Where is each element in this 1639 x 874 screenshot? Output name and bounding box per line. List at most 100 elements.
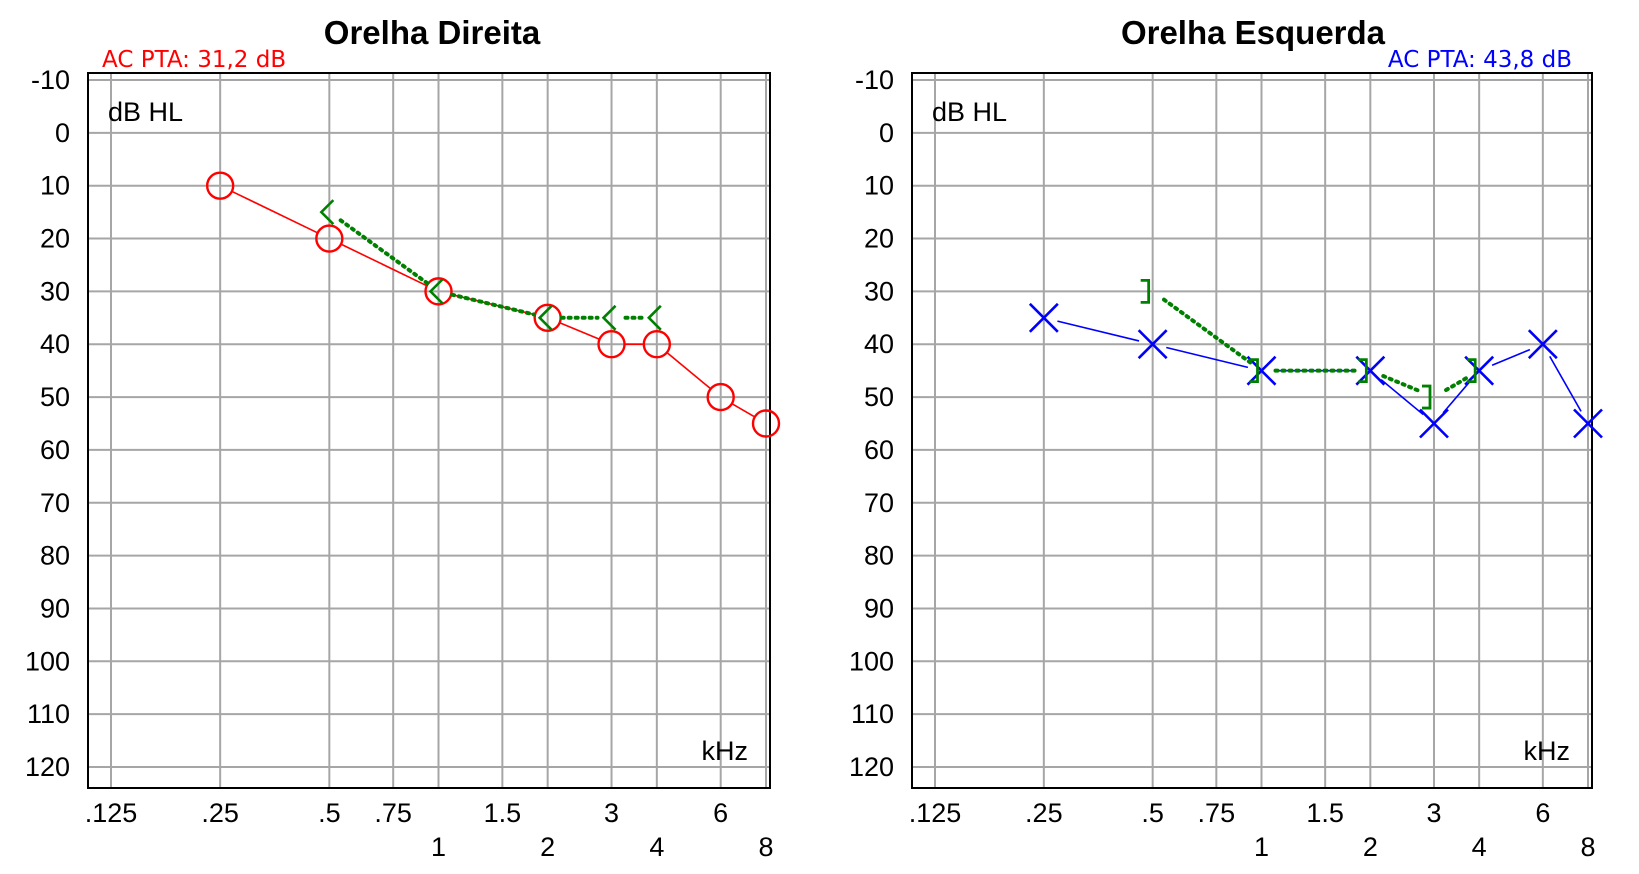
data-point-cross (1137, 329, 1168, 360)
pta-annotation: AC PTA: 31,2 dB (102, 47, 286, 73)
data-point-bone-right (1422, 384, 1432, 410)
y-tick-label: 110 (851, 699, 894, 729)
left-ear-chart: Orelha Esquerda AC PTA: 43,8 dB dB HL kH… (849, 14, 1603, 862)
y-tick-label: 70 (864, 488, 894, 518)
air-conduction-series (205, 171, 781, 438)
bone-conduction-series (319, 199, 662, 331)
y-tick-label: 50 (40, 382, 70, 412)
x-tick-label: 2 (1363, 832, 1378, 862)
x-tick-label: 1.5 (1306, 798, 1344, 828)
series-segment (1444, 375, 1470, 393)
grid (87, 72, 771, 789)
data-point-cross (1419, 408, 1449, 439)
y-tick-label: 0 (55, 118, 70, 148)
chart-title: Orelha Esquerda (1121, 14, 1386, 51)
data-point-cross (1464, 355, 1495, 386)
data-point-bone-right (1249, 358, 1259, 384)
data-point-bone-left (428, 278, 444, 305)
x-tick-label: .25 (201, 798, 239, 828)
y-tick-label: 60 (864, 435, 894, 465)
y-tick-label: 30 (864, 276, 894, 306)
series-segment (732, 403, 755, 418)
data-point-bone-right (1140, 278, 1151, 304)
y-tick-label: 90 (864, 593, 894, 623)
data-point-bone-right (1467, 358, 1477, 384)
y-tick-label: 80 (864, 541, 894, 571)
x-tick-label: .75 (1198, 798, 1236, 828)
y-tick-label: 50 (864, 382, 894, 412)
data-point-cross (1246, 355, 1277, 386)
y-tick-label: 20 (40, 224, 70, 254)
bone-conduction-series (1140, 278, 1477, 410)
data-point-cross (1355, 355, 1386, 386)
y-tick-label: 100 (25, 646, 70, 676)
series-segment (667, 352, 711, 389)
y-tick-label: 80 (40, 541, 70, 571)
data-point-circle (597, 330, 626, 359)
plot-frame (87, 72, 771, 789)
x-tick-label: 6 (713, 798, 728, 828)
data-point-bone-left (319, 199, 335, 226)
series-segment (1057, 320, 1140, 342)
y-axis-unit-label: dB HL (108, 97, 183, 127)
plot-frame (911, 72, 1593, 789)
chart-title: Orelha Direita (324, 14, 541, 51)
series-segment (560, 322, 599, 340)
y-tick-label: 120 (849, 752, 894, 782)
y-tick-label: 10 (40, 171, 70, 201)
data-point-circle (751, 409, 781, 438)
series-segment (1166, 346, 1249, 369)
series-segment (1380, 378, 1424, 416)
data-point-circle (205, 171, 235, 200)
y-tick-label: 100 (849, 646, 894, 676)
y-tick-label: 40 (40, 329, 70, 359)
y-axis-unit-label: dB HL (932, 97, 1007, 127)
x-tick-label: .25 (1025, 798, 1063, 828)
air-conduction-series (1028, 302, 1603, 439)
grid (911, 72, 1593, 789)
x-tick-label: 1 (431, 832, 446, 862)
y-tick-label: 90 (40, 593, 70, 623)
data-point-circle (424, 277, 453, 306)
x-tick-label: .5 (318, 798, 341, 828)
data-point-circle (706, 382, 735, 412)
y-tick-label: 10 (864, 171, 894, 201)
y-tick-label: 30 (40, 276, 70, 306)
data-point-bone-right (1358, 358, 1368, 384)
data-point-bone-left (601, 304, 617, 331)
y-tick-label: -10 (855, 65, 894, 95)
x-tick-label: 8 (758, 832, 773, 862)
x-tick-label: 1 (1254, 832, 1269, 862)
x-axis-unit-label: kHz (702, 736, 749, 766)
y-tick-label: 120 (25, 752, 70, 782)
series-segment (232, 191, 318, 234)
y-tick-label: -10 (31, 65, 70, 95)
data-point-circle (315, 224, 344, 253)
x-tick-label: .5 (1141, 798, 1164, 828)
data-point-circle (642, 330, 672, 359)
pta-annotation: AC PTA: 43,8 dB (1388, 47, 1572, 73)
y-tick-label: 20 (864, 224, 894, 254)
data-point-cross (1028, 302, 1059, 333)
y-tick-label: 0 (879, 118, 894, 148)
x-tick-label: .125 (909, 798, 962, 828)
x-tick-label: .125 (85, 798, 138, 828)
x-tick-label: 3 (604, 798, 619, 828)
x-tick-label: 4 (1472, 832, 1487, 862)
series-segment (450, 292, 537, 317)
series-segment (338, 218, 430, 286)
x-tick-label: 4 (649, 832, 664, 862)
right-ear-chart: Orelha Direita AC PTA: 31,2 dB dB HL kHz… (25, 14, 781, 862)
x-tick-label: 3 (1426, 798, 1441, 828)
x-tick-label: 8 (1580, 832, 1595, 862)
data-point-cross (1573, 408, 1603, 439)
x-tick-label: 1.5 (484, 798, 522, 828)
x-axis-unit-label: kHz (1524, 736, 1571, 766)
y-tick-label: 40 (864, 329, 894, 359)
series-segment (1549, 355, 1582, 412)
data-point-cross (1527, 329, 1558, 360)
x-tick-label: .75 (374, 798, 412, 828)
series-segment (1161, 297, 1253, 365)
series-segment (1381, 374, 1424, 394)
